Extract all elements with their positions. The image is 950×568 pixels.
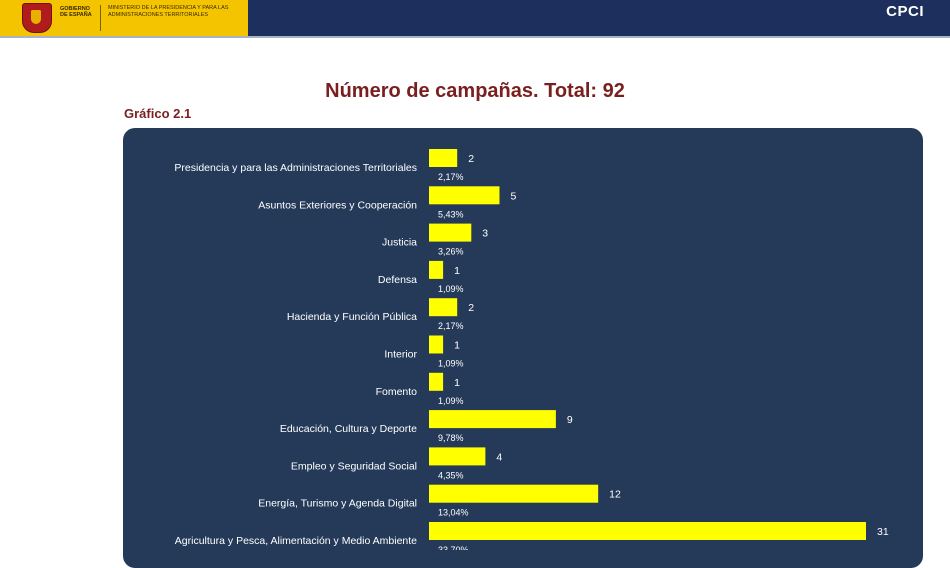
value-label: 4 [496, 451, 502, 463]
value-label: 9 [567, 414, 573, 426]
bar [429, 223, 472, 242]
category-label: Educación, Cultura y Deporte [280, 423, 417, 435]
percent-label: 5,43% [438, 209, 464, 219]
value-label: 1 [454, 340, 460, 352]
ministry-label: MINISTERIO DE LA PRESIDENCIA Y PARA LAS … [108, 5, 229, 18]
percent-label: 2,17% [438, 321, 464, 331]
category-label: Asuntos Exteriores y Cooperación [258, 199, 417, 211]
percent-label: 13,04% [438, 508, 469, 518]
category-label: Empleo y Seguridad Social [291, 460, 417, 472]
value-label: 3 [482, 228, 488, 240]
category-label: Defensa [378, 274, 417, 286]
chart-subtitle: Gráfico 2.1 [124, 106, 192, 121]
bar [429, 522, 866, 540]
percent-label: 9,78% [438, 433, 464, 443]
value-label: 5 [510, 190, 516, 202]
value-label: 2 [468, 153, 474, 165]
bar [429, 335, 444, 354]
percent-label: 1,09% [438, 359, 464, 369]
category-label: Energía, Turismo y Agenda Digital [258, 498, 417, 510]
percent-label: 33,70% [438, 545, 469, 550]
coat-of-arms-icon [22, 3, 52, 33]
top-banner: GOBIERNO DE ESPAÑA MINISTERIO DE LA PRES… [0, 0, 950, 38]
logo-divider [100, 5, 101, 31]
percent-label: 1,09% [438, 396, 464, 406]
bar [429, 372, 444, 391]
value-label: 12 [609, 489, 621, 501]
chart-title: Número de campañas. Total: 92 [325, 80, 625, 102]
bar-chart: Presidencia y para las Administraciones … [174, 149, 889, 550]
percent-label: 4,35% [438, 470, 464, 480]
percent-label: 1,09% [438, 284, 464, 294]
bar [429, 186, 500, 205]
value-label: 2 [468, 302, 474, 314]
government-logo-block: GOBIERNO DE ESPAÑA MINISTERIO DE LA PRES… [0, 0, 248, 36]
value-label: 1 [454, 377, 460, 389]
bar [429, 298, 458, 317]
bar [429, 484, 599, 503]
category-label: Hacienda y Función Pública [287, 311, 417, 323]
category-label: Interior [384, 349, 417, 361]
bar [429, 149, 458, 167]
percent-label: 3,26% [438, 247, 464, 257]
value-label: 31 [877, 526, 889, 538]
bar [429, 410, 556, 429]
category-label: Fomento [376, 386, 418, 398]
gov-label: GOBIERNO DE ESPAÑA [60, 6, 92, 18]
bar [429, 260, 444, 279]
category-label: Presidencia y para las Administraciones … [174, 162, 417, 174]
bar [429, 447, 486, 466]
percent-label: 2,17% [438, 172, 464, 182]
value-label: 1 [454, 265, 460, 277]
brand-logo: CPCI [886, 3, 924, 20]
category-label: Agricultura y Pesca, Alimentación y Medi… [175, 535, 417, 547]
category-label: Justicia [382, 237, 417, 249]
